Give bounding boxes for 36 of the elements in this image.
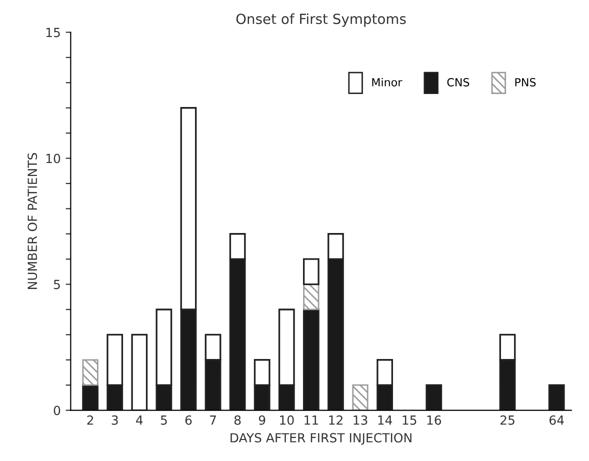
x-tick-label: 13 <box>354 415 368 425</box>
y-tick-label: 10 <box>46 154 60 164</box>
bar <box>303 284 320 310</box>
bar <box>548 384 565 410</box>
bar <box>82 384 99 410</box>
x-tick-label: 8 <box>234 415 241 425</box>
bar <box>131 334 148 410</box>
x-tick-label: 4 <box>136 416 143 425</box>
bar <box>352 384 368 410</box>
x-tick-label: 10 <box>280 415 294 425</box>
bar <box>302 258 320 286</box>
y-axis-title: NUMBER OF PATIENTS <box>28 153 38 289</box>
chart-title: Onset of First Symptoms <box>236 13 406 27</box>
legend-label: Minor <box>372 78 402 86</box>
x-tick-label: 3 <box>112 415 118 425</box>
x-tick-label: 12 <box>329 415 342 425</box>
x-tick-label: 7 <box>210 416 216 425</box>
x-tick-label: 64 <box>550 415 564 425</box>
bar <box>426 384 442 410</box>
x-tick-label: 11 <box>304 416 318 425</box>
legend-label: PNS <box>515 78 536 86</box>
y-tick-label: 15 <box>46 28 60 38</box>
bar <box>302 308 320 410</box>
bar <box>82 359 98 386</box>
legend-label: CNS <box>447 78 470 86</box>
y-tick-label: 5 <box>54 280 60 290</box>
x-tick-label: 5 <box>160 416 167 425</box>
x-axis-title: DAYS AFTER FIRST INJECTION <box>230 433 412 445</box>
x-tick-label: 15 <box>402 416 416 425</box>
y-tick-label: 0 <box>54 406 60 416</box>
x-tick-label: 14 <box>378 416 392 425</box>
x-tick-label: 25 <box>500 415 514 425</box>
x-tick-label: 16 <box>427 415 442 425</box>
x-tick-label: 9 <box>258 415 266 425</box>
x-tick-label: 6 <box>185 415 192 425</box>
x-tick-label: 2 <box>87 415 94 425</box>
